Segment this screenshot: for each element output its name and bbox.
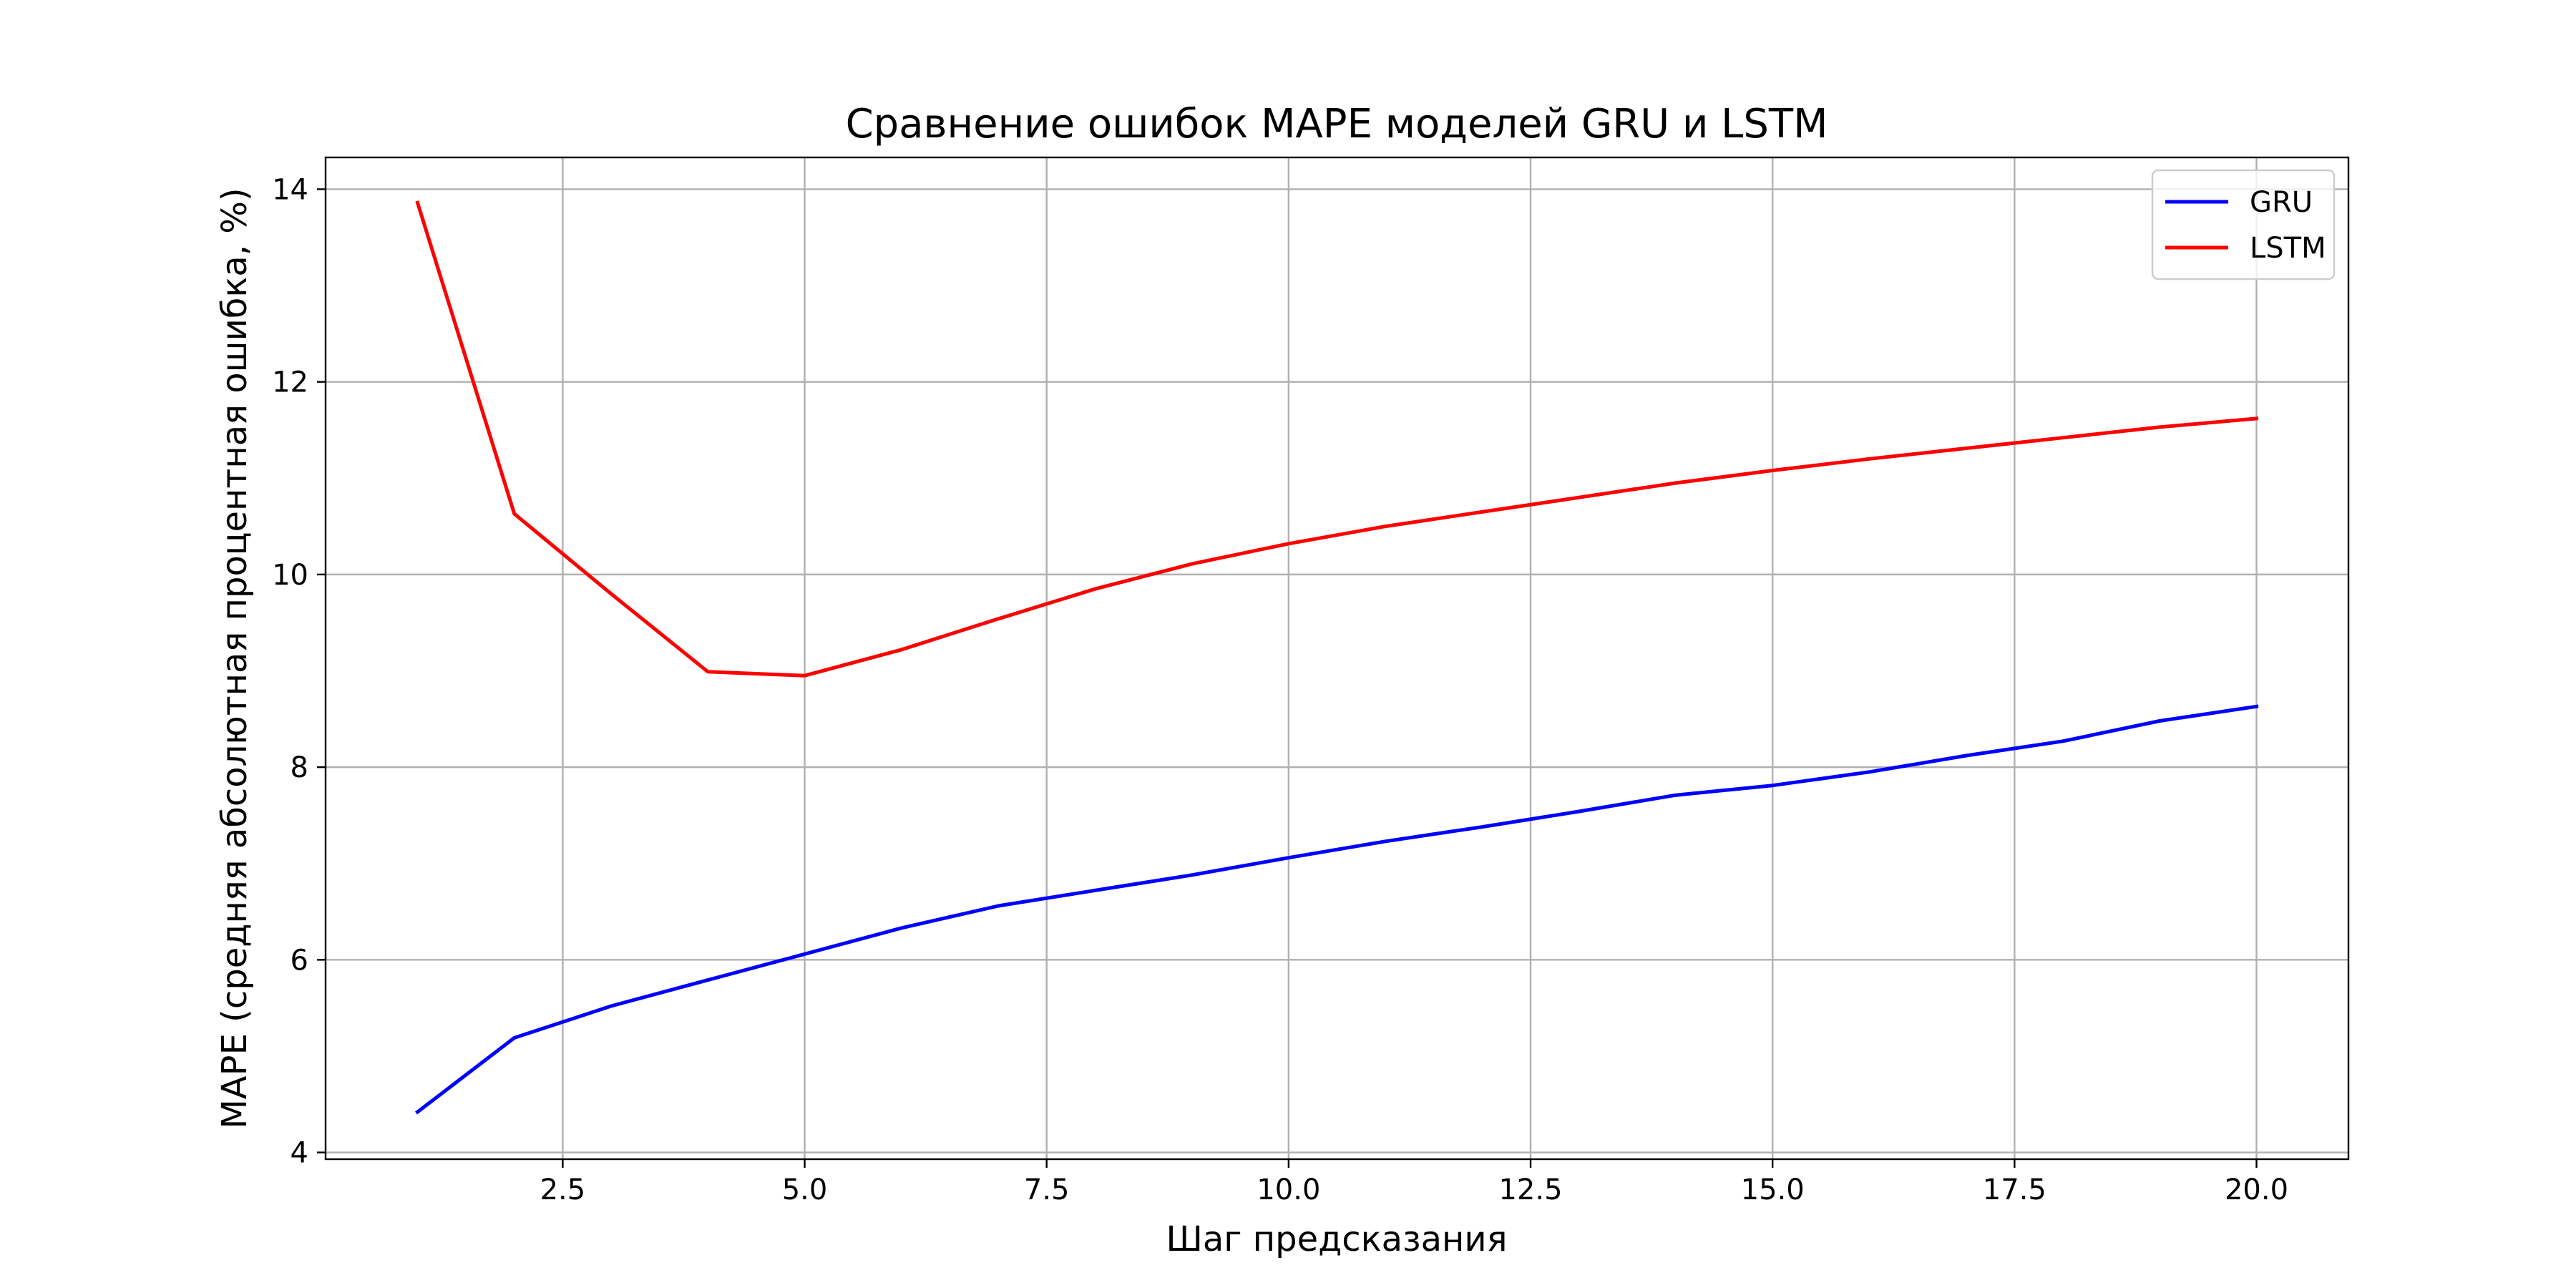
legend-label-lstm: LSTM [2250,232,2326,265]
y-tick-label: 14 [272,173,308,206]
y-axis-label: MAPE (средняя абсолютная процентная ошиб… [215,187,255,1128]
series-line-gru [414,704,2259,1115]
y-tick-label: 6 [291,944,308,977]
plot-series [414,200,2259,1115]
y-tick-label: 10 [272,559,308,592]
legend: GRU LSTM [2151,169,2336,280]
x-tick-label: 5.0 [782,1174,828,1206]
x-tick-label: 2.5 [540,1174,586,1206]
y-tick-label: 8 [291,751,308,784]
x-tick-label: 17.5 [1983,1174,2046,1206]
y-tick-label: 12 [272,366,308,399]
y-tick-label: 4 [291,1137,308,1170]
x-axis-label: Шаг предсказания [1166,1219,1508,1259]
x-tick-label: 15.0 [1741,1174,1805,1206]
x-tick-label: 20.0 [2225,1174,2288,1206]
series-line-lstm [415,200,2259,678]
legend-label-gru: GRU [2250,186,2313,219]
plot-frame [324,156,2350,1161]
chart-title: Сравнение ошибок MAPE моделей GRU и LSTM [846,101,1828,147]
axis-ticks: 2.5 5.0 7.5 10.0 12.5 15.0 17.5 20.0 4 6 8 10 12 14 [272,173,2288,1206]
legend-box [2151,169,2336,280]
x-tick-label: 10.0 [1257,1174,1320,1206]
x-tick-label: 12.5 [1498,1174,1562,1206]
grid [326,157,2348,1159]
x-tick-label: 7.5 [1024,1174,1070,1206]
